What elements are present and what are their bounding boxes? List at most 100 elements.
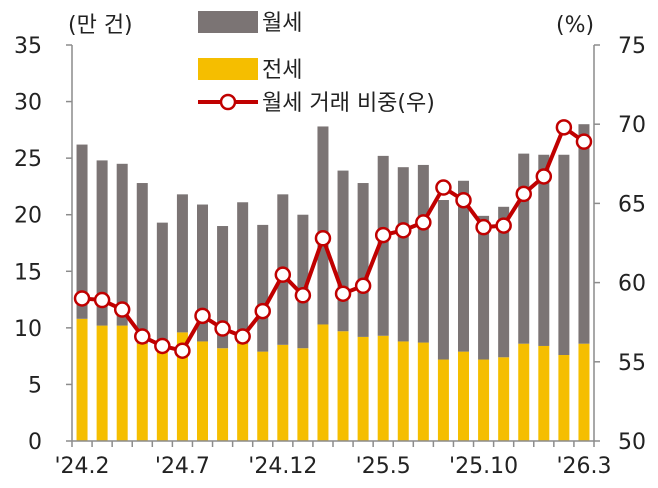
share-point	[274, 266, 292, 283]
share-point	[475, 218, 492, 236]
bar-jeonse	[518, 343, 530, 441]
bar-monthly-rent	[156, 222, 168, 350]
bar-monthly-rent	[578, 124, 590, 344]
x-axis-tick-label: '24.2	[55, 454, 110, 479]
bar-series	[76, 124, 590, 441]
bar-jeonse	[377, 335, 389, 441]
share-point	[354, 277, 372, 295]
bar-monthly-rent	[76, 144, 88, 319]
bar-monthly-rent	[357, 183, 369, 337]
bar-monthly-rent	[237, 202, 249, 344]
line-series	[73, 119, 593, 359]
legend-swatch-share-marker	[219, 93, 237, 111]
share-point	[73, 290, 91, 307]
left-axis-tick-label: 15	[14, 260, 42, 285]
x-axis-tick-label: '24.7	[155, 454, 210, 479]
share-point	[555, 119, 573, 136]
bar-monthly-rent	[437, 200, 449, 360]
bar-jeonse	[96, 325, 108, 441]
x-axis-tick-label: '26.3	[556, 454, 611, 479]
bar-jeonse	[578, 343, 590, 441]
bar-monthly-rent	[116, 163, 128, 326]
share-point	[515, 185, 532, 203]
left-axis-tick-label: 25	[14, 147, 42, 172]
bar-monthly-rent	[96, 160, 108, 326]
share-point	[435, 179, 452, 196]
bar-monthly-rent	[337, 170, 349, 332]
bar-jeonse	[478, 359, 490, 441]
left-axis-tick-label: 0	[28, 430, 42, 455]
bar-monthly-rent	[458, 180, 469, 352]
legend-label-jeonse: 전세	[262, 58, 302, 83]
bar-jeonse	[357, 336, 369, 441]
x-axis-tick-label: '25.5	[356, 454, 411, 479]
bar-jeonse	[217, 348, 229, 441]
share-point	[134, 328, 151, 345]
bar-monthly-rent	[297, 214, 309, 349]
bar-jeonse	[437, 359, 449, 441]
x-axis-tick-label: '24.12	[248, 454, 317, 479]
bar-jeonse	[116, 325, 128, 441]
bar-jeonse	[498, 357, 510, 441]
share-point	[294, 287, 312, 304]
share-point	[374, 226, 392, 244]
bar-monthly-rent	[397, 167, 409, 342]
x-axis: '24.2 '24.7 '24.12 '25.5 '25.10 '26.3	[55, 440, 611, 479]
bar-jeonse	[257, 351, 269, 441]
right-axis-tick-label: 55	[618, 351, 646, 376]
right-axis-tick-label: 70	[618, 113, 646, 138]
share-point	[113, 301, 131, 318]
bar-jeonse	[297, 348, 309, 441]
bar-monthly-rent	[558, 154, 570, 356]
share-point	[174, 342, 191, 359]
bar-jeonse	[458, 351, 469, 441]
share-point	[314, 229, 332, 247]
bar-jeonse	[156, 349, 168, 441]
bar-jeonse	[538, 345, 550, 441]
bar-jeonse	[417, 342, 429, 441]
bar-monthly-rent	[197, 204, 208, 342]
left-axis-tick-label: 35	[14, 34, 42, 59]
bar-monthly-rent	[538, 154, 550, 346]
bar-jeonse	[197, 341, 208, 441]
bar-monthly-rent	[217, 226, 229, 349]
share-point	[254, 302, 271, 320]
left-axis-tick-label: 10	[14, 317, 42, 342]
share-point	[455, 191, 472, 209]
bar-jeonse	[76, 318, 88, 441]
legend-label-monthly-rent: 월세	[262, 11, 302, 36]
share-point	[93, 291, 111, 309]
bar-jeonse	[317, 324, 329, 441]
bar-monthly-rent	[417, 164, 429, 343]
bar-monthly-rent	[498, 206, 510, 358]
bar-jeonse	[176, 332, 188, 441]
right-y-axis: 50 55 60 65 70 75	[593, 34, 646, 455]
legend: 월세 전세 월세 거래 비중(우)	[198, 11, 435, 116]
share-point	[194, 307, 211, 325]
left-axis-tick-label: 5	[28, 373, 42, 398]
share-point	[575, 133, 593, 150]
bar-jeonse	[277, 344, 289, 441]
bar-jeonse	[558, 355, 570, 441]
bar-monthly-rent	[257, 224, 269, 352]
left-y-axis: 0 5 10 15 20 25 30 35	[14, 34, 73, 455]
bar-monthly-rent	[136, 183, 148, 344]
legend-swatch-jeonse	[198, 58, 258, 80]
bar-monthly-rent	[518, 153, 530, 344]
share-point	[214, 320, 231, 337]
bar-jeonse	[337, 331, 349, 441]
share-point	[415, 214, 432, 231]
bar-monthly-rent	[478, 215, 490, 360]
share-point	[535, 168, 553, 185]
left-axis-tick-label: 20	[14, 204, 42, 229]
left-axis-unit-label: (만 건)	[68, 13, 133, 38]
x-axis-tick-label: '25.10	[449, 454, 518, 479]
bar-monthly-rent	[317, 126, 329, 325]
right-axis-tick-label: 65	[618, 192, 646, 217]
bar-monthly-rent	[176, 194, 188, 333]
bar-monthly-rent	[377, 155, 389, 336]
right-axis-tick-label: 60	[618, 272, 646, 297]
share-point	[395, 222, 412, 239]
legend-label-share: 월세 거래 비중(우)	[262, 91, 435, 116]
